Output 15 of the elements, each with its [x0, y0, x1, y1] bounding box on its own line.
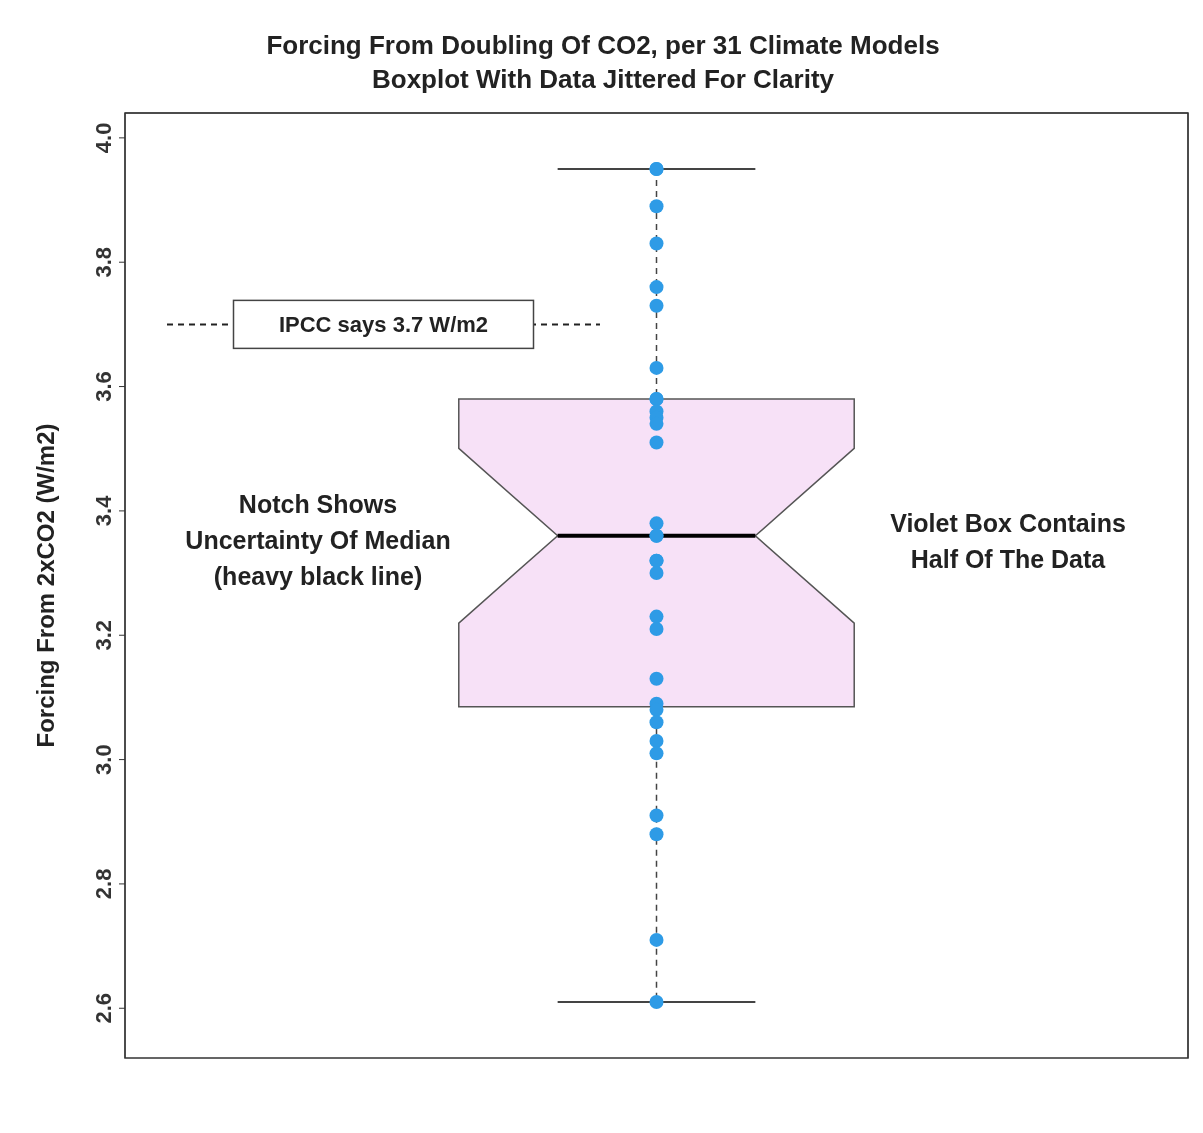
callout-box: IPCC says 3.7 W/m2 — [232, 299, 535, 350]
annotation: Notch Shows Uncertainty Of Median (heavy black line) — [184, 489, 452, 592]
y-tick-label: 3.6 — [91, 371, 116, 402]
y-tick-label: 3.2 — [91, 619, 116, 651]
y-tick-label: 3.4 — [91, 494, 116, 527]
y-axis-title: Forcing From 2xCO2 (W/m2) — [31, 423, 59, 748]
chart-title: Forcing From Doubling Of CO2, per 31 Climate Models — [265, 29, 941, 62]
y-tick-label: 4.0 — [91, 122, 116, 154]
y-tick-label: 2.6 — [91, 992, 116, 1024]
chart-subtitle: Boxplot With Data Jittered For Clarity — [370, 63, 835, 96]
y-tick-label: 3.0 — [91, 744, 116, 775]
y-tick-label: 3.8 — [91, 246, 116, 278]
ref-line-label: IPCC says 3.7 W/m2 — [278, 312, 489, 338]
annotation: Violet Box Contains Half Of The Data — [889, 508, 1127, 575]
y-tick-label: 2.8 — [91, 868, 116, 900]
